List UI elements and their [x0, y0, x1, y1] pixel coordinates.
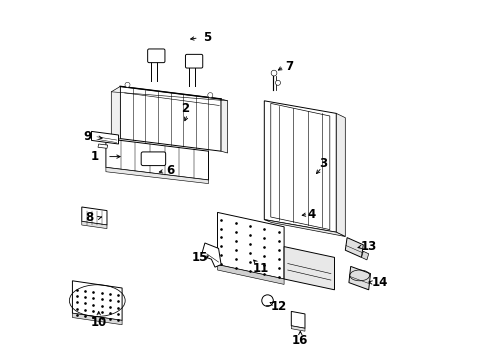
- Text: 3: 3: [319, 157, 327, 170]
- Circle shape: [270, 70, 276, 76]
- Polygon shape: [106, 139, 208, 180]
- Polygon shape: [264, 101, 336, 232]
- Text: 2: 2: [181, 102, 189, 114]
- Circle shape: [207, 93, 212, 98]
- Polygon shape: [98, 144, 107, 148]
- FancyBboxPatch shape: [141, 152, 165, 166]
- Polygon shape: [291, 326, 305, 331]
- Polygon shape: [348, 266, 370, 290]
- Circle shape: [275, 80, 280, 85]
- Polygon shape: [201, 243, 221, 267]
- Text: 7: 7: [285, 60, 293, 73]
- Polygon shape: [72, 281, 122, 320]
- Text: 6: 6: [166, 165, 175, 177]
- FancyBboxPatch shape: [147, 49, 164, 63]
- Text: 13: 13: [360, 240, 376, 253]
- Polygon shape: [106, 167, 208, 184]
- Polygon shape: [345, 238, 363, 257]
- Polygon shape: [264, 220, 345, 237]
- Polygon shape: [91, 131, 118, 144]
- Text: 1: 1: [91, 150, 99, 163]
- Polygon shape: [284, 247, 334, 290]
- FancyBboxPatch shape: [185, 54, 203, 68]
- Text: 4: 4: [306, 208, 315, 221]
- Text: 16: 16: [291, 334, 308, 347]
- Polygon shape: [81, 221, 107, 229]
- Polygon shape: [217, 265, 284, 284]
- Polygon shape: [336, 113, 345, 237]
- Polygon shape: [72, 313, 122, 325]
- Polygon shape: [291, 311, 305, 328]
- Text: 15: 15: [191, 251, 207, 264]
- Text: 10: 10: [90, 316, 106, 329]
- Circle shape: [125, 82, 130, 87]
- Text: 5: 5: [202, 31, 210, 44]
- Polygon shape: [221, 99, 227, 153]
- Text: 12: 12: [270, 300, 286, 313]
- Text: 14: 14: [370, 276, 387, 289]
- Text: 9: 9: [83, 130, 92, 143]
- Circle shape: [261, 295, 273, 306]
- Text: 11: 11: [252, 262, 268, 275]
- Polygon shape: [217, 212, 284, 279]
- Polygon shape: [361, 251, 368, 260]
- Polygon shape: [111, 86, 120, 142]
- Text: 8: 8: [85, 211, 93, 224]
- Polygon shape: [81, 207, 107, 225]
- Polygon shape: [120, 86, 221, 151]
